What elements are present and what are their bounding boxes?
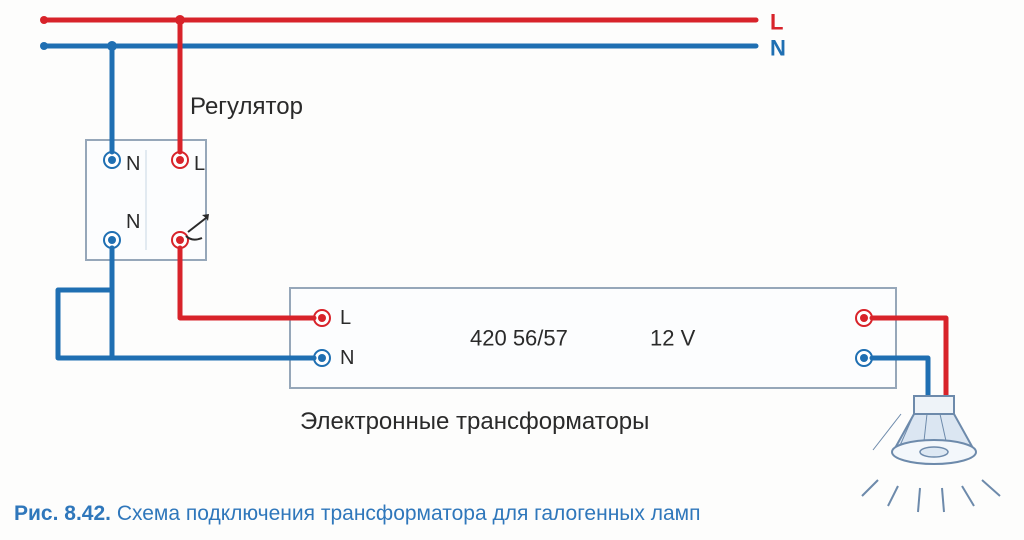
svg-text:N: N [340, 347, 354, 369]
caption-text: Схема подключения трансформатора для гал… [111, 502, 700, 525]
caption-prefix: Рис. 8.42. [14, 502, 111, 525]
svg-text:L: L [194, 153, 205, 175]
svg-text:N: N [126, 211, 140, 233]
svg-text:L: L [340, 307, 351, 329]
svg-text:L: L [770, 10, 783, 35]
svg-text:12 V: 12 V [650, 326, 696, 351]
figure-caption: Рис. 8.42. Схема подключения трансформат… [14, 502, 700, 526]
svg-text:Электронные трансформаторы: Электронные трансформаторы [300, 408, 649, 435]
svg-text:420 56/57: 420 56/57 [470, 326, 568, 351]
svg-text:N: N [770, 36, 786, 61]
wiring-diagram: LNРегуляторNLN420 56/5712 VЭлектронные т… [0, 0, 1024, 540]
svg-text:Регулятор: Регулятор [190, 93, 303, 120]
svg-text:N: N [126, 153, 140, 175]
